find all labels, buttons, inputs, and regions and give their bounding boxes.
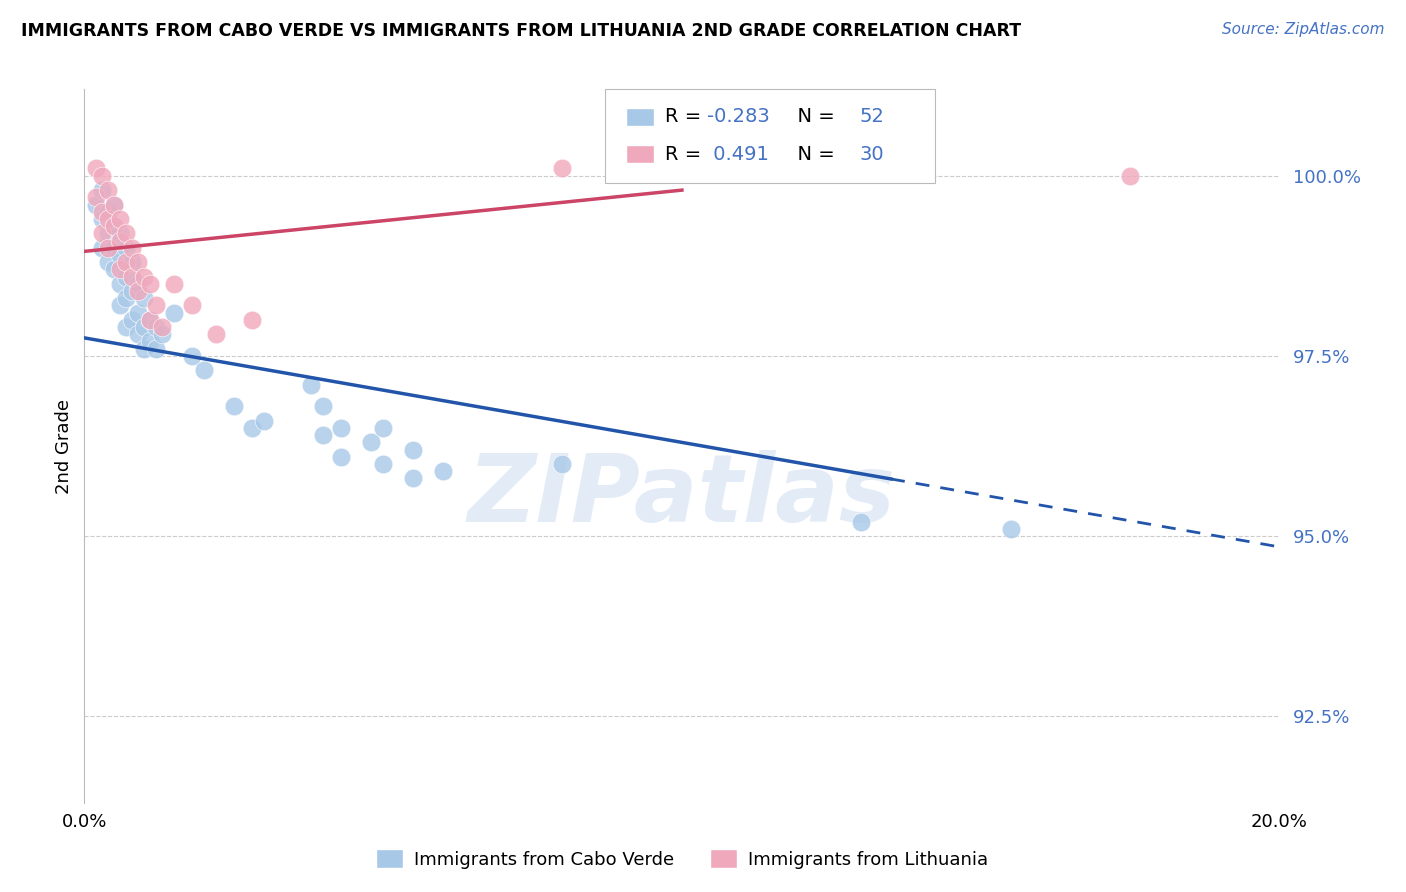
Point <box>115 241 138 255</box>
Point <box>127 255 149 269</box>
Point <box>193 363 215 377</box>
Point <box>91 169 114 183</box>
Point <box>150 327 173 342</box>
Point <box>121 284 143 298</box>
Point <box>371 457 394 471</box>
Text: R =: R = <box>665 107 707 127</box>
Point <box>121 255 143 269</box>
Point <box>127 284 149 298</box>
Point <box>139 334 162 349</box>
Point <box>312 428 335 442</box>
Point <box>312 400 335 414</box>
Point <box>103 197 125 211</box>
Point <box>145 320 167 334</box>
Text: -0.283: -0.283 <box>707 107 770 127</box>
Point <box>91 204 114 219</box>
Point <box>97 204 120 219</box>
Point <box>110 277 132 291</box>
Point <box>103 219 125 234</box>
Point <box>91 183 114 197</box>
Point <box>110 298 132 312</box>
Point <box>551 161 574 176</box>
Point <box>103 262 125 277</box>
Point <box>139 313 162 327</box>
Point <box>132 342 156 356</box>
Point <box>163 277 186 291</box>
Point <box>330 450 353 464</box>
Point <box>240 421 263 435</box>
Point <box>132 291 156 305</box>
Point <box>86 161 108 176</box>
Point <box>402 471 425 485</box>
Text: IMMIGRANTS FROM CABO VERDE VS IMMIGRANTS FROM LITHUANIA 2ND GRADE CORRELATION CH: IMMIGRANTS FROM CABO VERDE VS IMMIGRANTS… <box>21 22 1021 40</box>
Point <box>97 211 120 226</box>
Point <box>86 190 108 204</box>
Point <box>330 421 353 435</box>
Point <box>150 320 173 334</box>
Point <box>115 227 138 241</box>
Point <box>127 327 149 342</box>
Point <box>110 262 132 277</box>
Point <box>103 197 125 211</box>
Point <box>110 211 132 226</box>
Text: R =: R = <box>665 145 707 164</box>
Text: 52: 52 <box>859 107 884 127</box>
Point <box>849 515 872 529</box>
Point <box>139 277 162 291</box>
Point <box>97 183 120 197</box>
Point <box>360 435 382 450</box>
Text: 0.491: 0.491 <box>707 145 769 164</box>
Point <box>301 377 323 392</box>
Point <box>132 320 156 334</box>
Point <box>402 442 425 457</box>
Point <box>139 313 162 327</box>
Point <box>91 227 114 241</box>
Point <box>115 255 138 269</box>
Point <box>121 313 143 327</box>
Point <box>115 269 138 284</box>
Text: N =: N = <box>785 145 841 164</box>
Point <box>253 414 276 428</box>
Point <box>86 197 108 211</box>
Point <box>115 320 138 334</box>
Point <box>180 298 202 312</box>
Legend: Immigrants from Cabo Verde, Immigrants from Lithuania: Immigrants from Cabo Verde, Immigrants f… <box>368 842 995 876</box>
Point <box>110 248 132 262</box>
Point <box>97 227 120 241</box>
Point <box>103 219 125 234</box>
Point <box>115 291 138 305</box>
Point <box>551 457 574 471</box>
Point <box>222 400 245 414</box>
Point <box>180 349 202 363</box>
Point <box>97 255 120 269</box>
Point <box>121 241 143 255</box>
Point <box>1119 169 1142 183</box>
Point <box>103 241 125 255</box>
Point <box>145 298 167 312</box>
Y-axis label: 2nd Grade: 2nd Grade <box>55 399 73 493</box>
Text: Source: ZipAtlas.com: Source: ZipAtlas.com <box>1222 22 1385 37</box>
Point <box>371 421 394 435</box>
Text: ZIPatlas: ZIPatlas <box>468 450 896 542</box>
Point <box>127 277 149 291</box>
Point <box>110 234 132 248</box>
Point <box>127 306 149 320</box>
Point <box>121 269 143 284</box>
Point <box>110 227 132 241</box>
Text: 30: 30 <box>859 145 884 164</box>
Point <box>1000 522 1022 536</box>
Point <box>163 306 186 320</box>
Point <box>432 464 454 478</box>
Point <box>132 269 156 284</box>
Point <box>97 241 120 255</box>
Point <box>240 313 263 327</box>
Point <box>205 327 228 342</box>
Text: N =: N = <box>785 107 841 127</box>
Point <box>145 342 167 356</box>
Point <box>91 241 114 255</box>
Point <box>91 211 114 226</box>
